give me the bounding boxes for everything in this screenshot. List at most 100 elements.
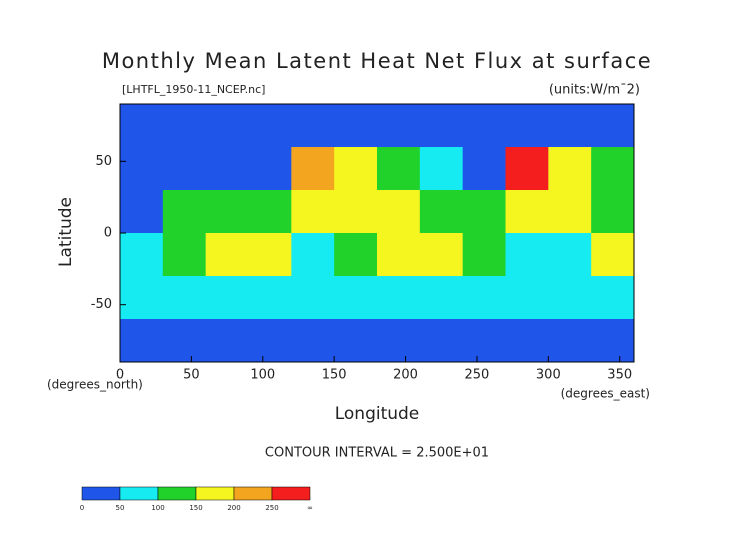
cell xyxy=(248,147,292,191)
cell xyxy=(548,319,592,363)
cell xyxy=(505,190,549,234)
cell xyxy=(419,319,464,363)
cell xyxy=(377,147,421,191)
cell xyxy=(334,276,378,320)
cell xyxy=(548,147,592,191)
colorbar-label: 0 xyxy=(80,504,84,512)
cell xyxy=(505,233,549,277)
cell xyxy=(334,147,378,191)
cell xyxy=(591,319,635,363)
cell xyxy=(162,276,207,320)
colorbar-label: 100 xyxy=(151,504,164,512)
note: CONTOUR INTERVAL = 2.500E+01 xyxy=(265,446,489,461)
cell xyxy=(591,190,635,234)
y-unit: (degrees_north) xyxy=(47,378,143,392)
x-tick-label: 350 xyxy=(607,368,632,383)
cell xyxy=(462,147,506,191)
colorbar-label: 150 xyxy=(189,504,202,512)
cell xyxy=(548,276,592,320)
cell xyxy=(419,233,464,277)
cell xyxy=(291,190,335,234)
cell xyxy=(120,233,164,277)
cell xyxy=(334,319,378,363)
cell xyxy=(291,319,335,363)
cell xyxy=(205,147,249,191)
cell xyxy=(462,319,506,363)
cell xyxy=(462,276,506,320)
map xyxy=(120,104,635,363)
cell xyxy=(462,190,506,234)
cell xyxy=(120,319,164,363)
cell xyxy=(505,104,549,148)
cell xyxy=(291,233,335,277)
cell xyxy=(120,147,164,191)
x-tick-label: 300 xyxy=(536,368,561,383)
cell xyxy=(591,276,635,320)
cell xyxy=(291,147,335,191)
colorbar-swatch xyxy=(119,486,159,501)
cell xyxy=(505,319,549,363)
cell xyxy=(248,190,292,234)
cell xyxy=(162,104,207,148)
cell xyxy=(591,233,635,277)
colorbar-label: ∞ xyxy=(307,504,313,512)
cell xyxy=(419,147,464,191)
colorbar-label: 50 xyxy=(116,504,125,512)
cell xyxy=(548,104,592,148)
x-axis-label: Longitude xyxy=(335,404,420,424)
cell xyxy=(291,104,335,148)
cell xyxy=(548,233,592,277)
cell xyxy=(162,147,207,191)
cell xyxy=(205,104,249,148)
cell xyxy=(248,319,292,363)
cell xyxy=(205,319,249,363)
cell xyxy=(291,276,335,320)
x-tick-label: 150 xyxy=(322,368,347,383)
cell xyxy=(505,147,549,191)
x-tick-label: 100 xyxy=(250,368,275,383)
y-tick-label: 50 xyxy=(95,154,112,169)
x-tick-label: 0 xyxy=(116,368,124,383)
cell xyxy=(120,104,164,148)
cell xyxy=(162,233,207,277)
subtitle: [LHTFL_1950-11_NCEP.nc] xyxy=(122,83,265,96)
cell xyxy=(334,104,378,148)
cell xyxy=(205,276,249,320)
cell xyxy=(377,233,421,277)
cell xyxy=(248,104,292,148)
colorbar-swatch xyxy=(271,486,311,501)
x-tick-label: 50 xyxy=(183,368,200,383)
x-unit: (degrees_east) xyxy=(561,387,650,401)
colorbar-swatch xyxy=(233,486,273,501)
colorbar-label: 200 xyxy=(227,504,240,512)
cell xyxy=(377,104,421,148)
units: (units:W/m¯2) xyxy=(549,83,640,98)
y-axis-label: Latitude xyxy=(56,197,76,267)
cell xyxy=(120,190,164,234)
cell xyxy=(462,233,506,277)
x-tick-label: 200 xyxy=(393,368,418,383)
colorbar-swatch xyxy=(157,486,197,501)
cell xyxy=(334,190,378,234)
cell xyxy=(162,190,207,234)
y-tick-label: -50 xyxy=(91,297,112,312)
cell xyxy=(248,276,292,320)
chart-title: Monthly Mean Latent Heat Net Flux at sur… xyxy=(102,49,652,73)
cell xyxy=(419,276,464,320)
cell xyxy=(377,276,421,320)
cell xyxy=(248,233,292,277)
cell xyxy=(548,190,592,234)
cell xyxy=(162,319,207,363)
cell xyxy=(419,104,464,148)
colorbar-swatch xyxy=(195,486,235,501)
cell xyxy=(205,233,249,277)
cell xyxy=(591,104,635,148)
x-tick-label: 250 xyxy=(465,368,490,383)
y-tick-label: 0 xyxy=(104,226,112,241)
cell xyxy=(462,104,506,148)
colorbar-swatch xyxy=(81,486,121,501)
cell xyxy=(377,190,421,234)
cell xyxy=(205,190,249,234)
